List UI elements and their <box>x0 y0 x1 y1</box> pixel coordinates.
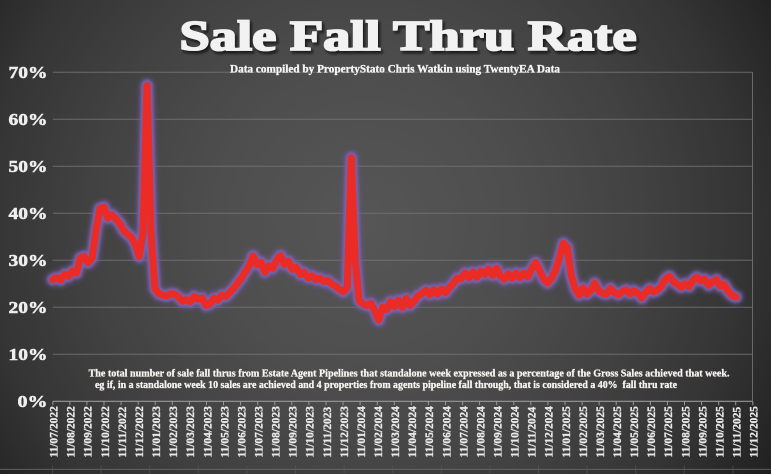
svg-text:11/08/2022: 11/08/2022 <box>66 406 78 458</box>
svg-text:40%: 40% <box>9 204 48 223</box>
svg-text:Data compiled by PropertyStato: Data compiled by PropertyStato Chris Wat… <box>230 61 560 75</box>
svg-text:11/03/2024: 11/03/2024 <box>390 406 402 458</box>
svg-text:0%: 0% <box>18 392 48 411</box>
svg-text:11/02/2025: 11/02/2025 <box>578 406 590 458</box>
svg-text:11/02/2023: 11/02/2023 <box>168 406 180 458</box>
svg-text:11/08/2023: 11/08/2023 <box>271 406 283 458</box>
svg-text:The total number of sale fall: The total number of sale fall thrus from… <box>89 369 730 380</box>
svg-text:60%: 60% <box>9 110 48 129</box>
svg-text:70%: 70% <box>9 63 48 82</box>
svg-text:11/06/2023: 11/06/2023 <box>236 406 248 458</box>
svg-text:11/11/2022: 11/11/2022 <box>117 407 129 458</box>
svg-text:11/10/2022: 11/10/2022 <box>100 406 112 458</box>
svg-text:11/03/2023: 11/03/2023 <box>185 406 197 458</box>
svg-text:11/12/2025: 11/12/2025 <box>749 406 761 458</box>
svg-text:11/01/2024: 11/01/2024 <box>356 406 368 458</box>
svg-text:11/12/2022: 11/12/2022 <box>134 406 146 458</box>
svg-text:11/08/2025: 11/08/2025 <box>680 406 692 458</box>
svg-text:11/10/2024: 11/10/2024 <box>510 406 522 458</box>
svg-text:11/09/2025: 11/09/2025 <box>697 406 709 458</box>
svg-text:11/06/2025: 11/06/2025 <box>646 406 658 458</box>
svg-text:11/08/2024: 11/08/2024 <box>475 406 487 458</box>
svg-text:11/06/2024: 11/06/2024 <box>441 406 453 458</box>
svg-text:50%: 50% <box>9 157 48 176</box>
svg-text:11/07/2025: 11/07/2025 <box>663 406 675 458</box>
svg-text:11/11/2025: 11/11/2025 <box>732 407 744 458</box>
svg-text:11/01/2025: 11/01/2025 <box>561 406 573 458</box>
svg-text:11/12/2023: 11/12/2023 <box>339 406 351 458</box>
svg-text:11/05/2023: 11/05/2023 <box>219 406 231 458</box>
svg-text:11/04/2025: 11/04/2025 <box>612 406 624 458</box>
svg-text:11/09/2024: 11/09/2024 <box>493 406 505 458</box>
svg-text:11/03/2025: 11/03/2025 <box>595 406 607 458</box>
svg-text:11/11/2023: 11/11/2023 <box>322 407 334 458</box>
svg-text:Sale Fall Thru Rate: Sale Fall Thru Rate <box>180 14 637 60</box>
svg-text:eg if, in a standalone week 10: eg if, in a standalone week 10 sales are… <box>95 380 677 391</box>
svg-text:11/04/2023: 11/04/2023 <box>202 406 214 458</box>
svg-text:11/02/2024: 11/02/2024 <box>373 406 385 458</box>
svg-text:11/10/2025: 11/10/2025 <box>715 406 727 458</box>
svg-text:10%: 10% <box>9 345 48 364</box>
svg-text:11/01/2023: 11/01/2023 <box>151 406 163 458</box>
svg-text:11/07/2023: 11/07/2023 <box>254 406 266 458</box>
svg-text:11/05/2025: 11/05/2025 <box>629 406 641 458</box>
svg-text:11/04/2024: 11/04/2024 <box>407 406 419 458</box>
svg-text:11/07/2024: 11/07/2024 <box>458 406 470 458</box>
svg-text:11/09/2023: 11/09/2023 <box>288 406 300 458</box>
svg-text:11/11/2024: 11/11/2024 <box>527 407 539 458</box>
svg-text:11/10/2023: 11/10/2023 <box>305 406 317 458</box>
svg-text:11/05/2024: 11/05/2024 <box>424 406 436 458</box>
svg-text:11/12/2024: 11/12/2024 <box>544 406 556 458</box>
svg-text:30%: 30% <box>9 251 48 270</box>
svg-text:20%: 20% <box>9 298 48 317</box>
svg-text:11/07/2022: 11/07/2022 <box>49 406 61 458</box>
svg-text:11/09/2022: 11/09/2022 <box>83 406 95 458</box>
